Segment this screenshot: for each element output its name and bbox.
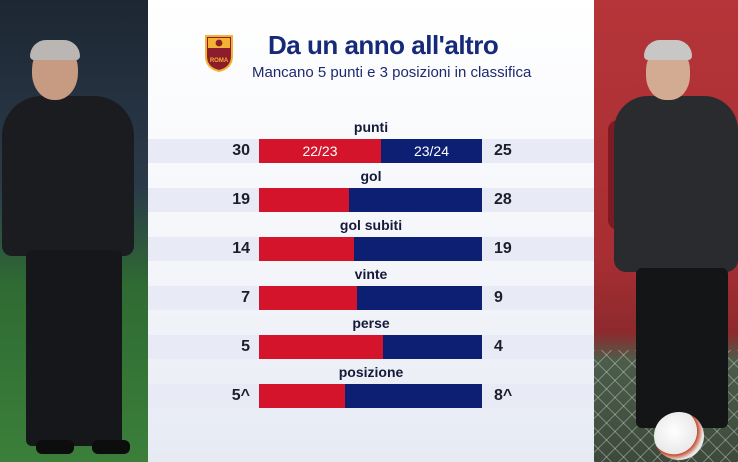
coach-right-body: [614, 96, 738, 272]
value-23-24: 25: [494, 142, 512, 159]
coach-right-hair: [644, 40, 692, 60]
as-roma-logo-icon: ROMA: [205, 35, 233, 72]
stat-label: punti: [353, 119, 389, 135]
bar-23-24: [381, 139, 482, 163]
value-22-23: 19: [232, 191, 250, 208]
coach-left-shoe: [92, 440, 130, 454]
series-label-23-24: 23/24: [413, 143, 450, 159]
stat-label: perse: [352, 315, 390, 331]
coach-left-body: [2, 96, 134, 256]
stat-label: posizione: [338, 364, 404, 380]
stat-label: vinte: [354, 266, 388, 282]
chart-title: Da un anno all'altro: [268, 30, 499, 60]
bar-23-24: [354, 237, 482, 261]
value-23-24: 8^: [494, 387, 513, 404]
stat-label: gol subiti: [339, 217, 403, 233]
chart-subtitle: Mancano 5 punti e 3 posizioni in classif…: [252, 64, 532, 81]
bar-23-24: [345, 384, 482, 408]
bar-22-23: [259, 237, 354, 261]
bar-23-24: [357, 286, 482, 310]
value-23-24: 19: [494, 240, 512, 257]
bar-23-24: [349, 188, 482, 212]
bar-22-23: [259, 139, 381, 163]
value-23-24: 4: [494, 338, 503, 355]
bar-22-23: [259, 286, 357, 310]
value-22-23: 14: [232, 240, 250, 257]
coach-left-shoe: [36, 440, 74, 454]
coach-right-legs: [636, 268, 728, 428]
value-23-24: 9: [494, 289, 503, 306]
logo-text: ROMA: [210, 58, 229, 64]
value-22-23: 5^: [231, 387, 250, 404]
value-23-24: 28: [494, 191, 512, 208]
bar-22-23: [259, 188, 349, 212]
series-label-22-23: 22/23: [302, 143, 338, 159]
value-22-23: 5: [241, 338, 250, 355]
value-22-23: 30: [232, 142, 250, 159]
bar-22-23: [259, 335, 383, 359]
football: [654, 412, 704, 460]
coach-left-legs: [26, 250, 122, 446]
stat-label: gol: [360, 168, 382, 184]
bar-22-23: [259, 384, 345, 408]
value-22-23: 7: [241, 289, 250, 306]
coach-left-hair: [30, 40, 80, 60]
bar-23-24: [383, 335, 482, 359]
